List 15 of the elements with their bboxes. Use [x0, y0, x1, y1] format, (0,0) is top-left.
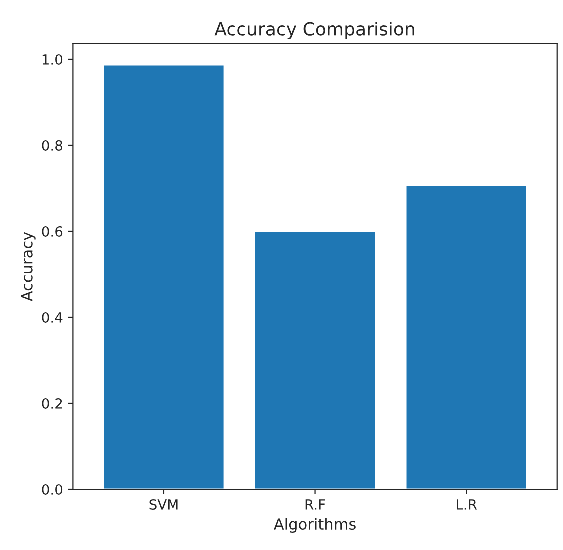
- bar: [405, 184, 528, 490]
- x-tick-label: SVM: [150, 499, 178, 510]
- x-tick-label: L.R: [457, 500, 478, 510]
- x-tick-label: R.F: [306, 500, 326, 510]
- y-tick-label: 0.4: [42, 312, 63, 323]
- x-axis-title: Algorithms: [274, 518, 356, 534]
- y-axis-title: Accuracy: [22, 232, 36, 302]
- y-tick-label: 1.0: [42, 54, 63, 65]
- y-tick-label: 0.8: [42, 140, 63, 151]
- y-tick-label: 0.2: [42, 398, 62, 409]
- chart-title: Accuracy Comparision: [214, 22, 414, 40]
- y-tick-label: 0.6: [42, 226, 63, 237]
- bar: [254, 230, 376, 490]
- y-tick-label: 0.0: [42, 484, 63, 495]
- bar: [102, 64, 226, 490]
